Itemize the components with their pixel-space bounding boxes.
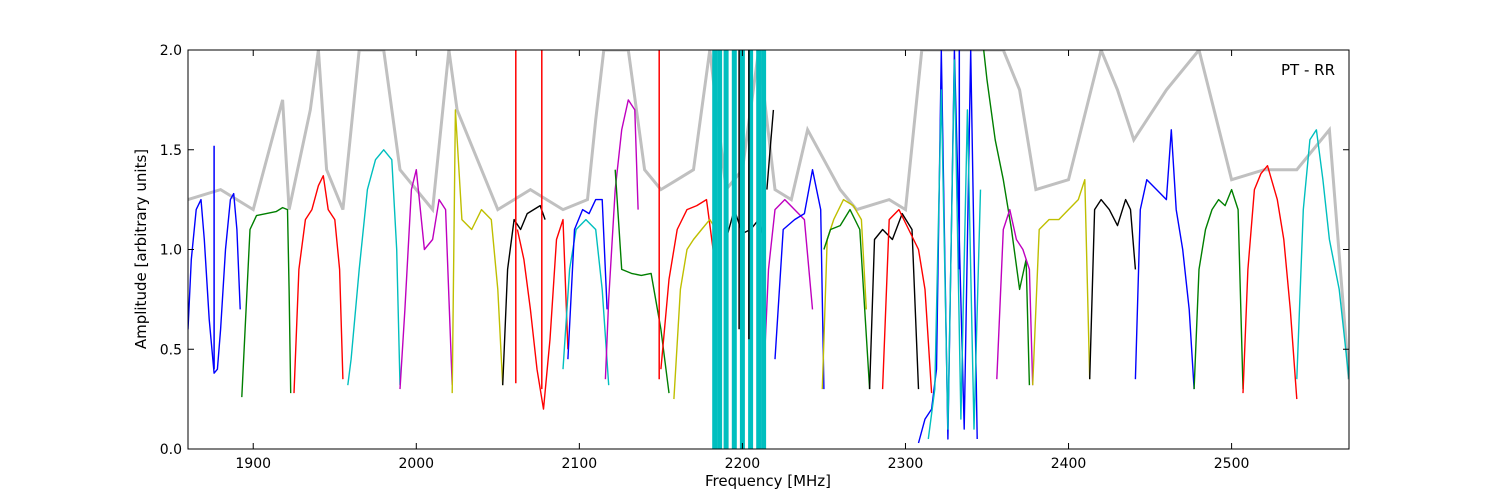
series-line-27 [1032, 178, 1091, 386]
y-tick-label: 1.0 [160, 243, 182, 259]
y-tick-label: 1.5 [160, 143, 182, 159]
y-tick-label: 0.5 [160, 342, 182, 358]
series-line-25 [983, 50, 1031, 386]
y-tick-label: 0.0 [160, 442, 182, 458]
series-line-14 [673, 218, 717, 400]
x-tick-label: 2200 [725, 456, 761, 472]
series-line-8 [516, 218, 569, 410]
x-tick-label: 2500 [1214, 456, 1250, 472]
series-line-22 [881, 208, 933, 394]
series-line-30 [1193, 188, 1244, 390]
x-tick-label: 2300 [888, 456, 924, 472]
y-tick-label: 2.0 [160, 43, 182, 59]
series-line-29 [1134, 129, 1195, 390]
x-tick-label: 2000 [398, 456, 434, 472]
series-line-18 [774, 168, 825, 390]
x-axis-label: Frequency [MHz] [705, 472, 831, 490]
series-line-4 [347, 149, 401, 386]
series-line-2 [241, 206, 292, 398]
channel-annotation: PT - RR [1281, 61, 1335, 79]
series-line-5 [399, 168, 453, 390]
x-tick-label: 2400 [1051, 456, 1087, 472]
spike-group [213, 50, 961, 449]
x-tick-label: 2100 [562, 456, 598, 472]
series-line-6 [451, 109, 504, 394]
series-line-13 [660, 198, 714, 370]
y-axis-label: Amplitude [arbitrary units] [132, 149, 150, 349]
series-line-21 [868, 212, 920, 390]
series-line-3 [293, 174, 344, 394]
series-group [188, 50, 1349, 444]
series-line-12 [614, 169, 670, 394]
series-line-17 [762, 198, 814, 380]
series-line-10 [567, 198, 608, 360]
series-line-7 [502, 204, 546, 386]
series-line-1 [188, 192, 241, 374]
x-axis-ticks: 1900 2000 2100 2200 2300 2400 2500 [235, 50, 1249, 472]
series-line-26 [996, 208, 1034, 386]
y-axis-ticks: 0.0 0.5 1.0 1.5 2.0 [160, 43, 1349, 458]
series-line-9 [562, 218, 610, 386]
series-line-32 [1296, 129, 1349, 380]
x-tick-label: 1900 [235, 456, 271, 472]
series-line-20 [823, 208, 871, 390]
plot-area [188, 50, 1349, 449]
series-line-16 [766, 109, 775, 190]
series-line-24 [927, 59, 982, 440]
series-line-11 [604, 99, 639, 380]
series-line-31 [1242, 164, 1298, 400]
series-line-28 [1089, 198, 1137, 380]
